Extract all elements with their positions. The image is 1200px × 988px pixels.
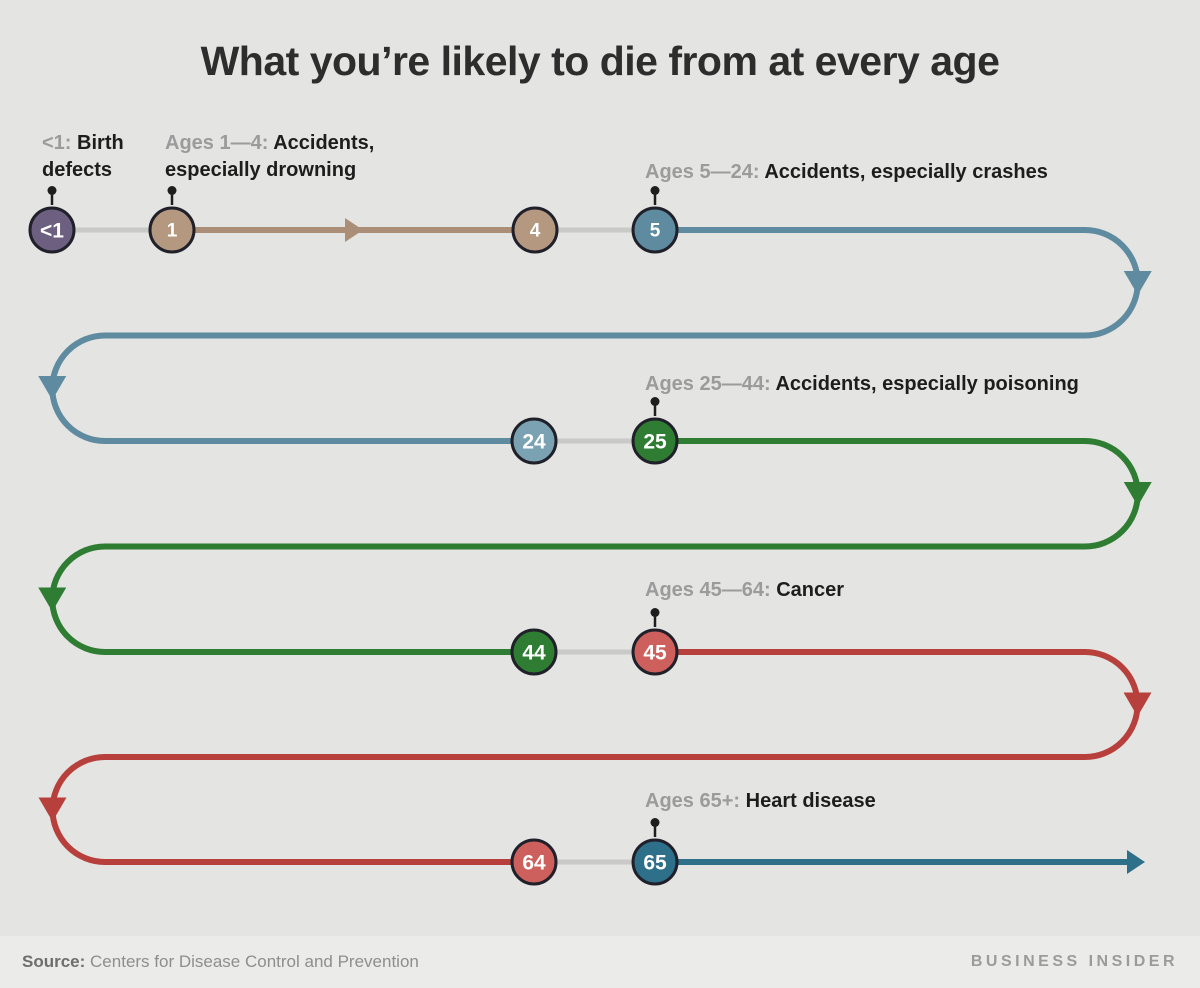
arrow-down-poisoning-right (1123, 482, 1152, 506)
arrow-down-poisoning-left (38, 587, 67, 612)
cause-text: Accidents, especially drowning (165, 132, 375, 181)
age-range-text: Ages 25—44: (645, 373, 771, 395)
brand-logo: BUSINESS INSIDER (970, 953, 1178, 970)
node-label-1: 1 (167, 221, 178, 242)
node-label-24: 24 (522, 431, 546, 454)
arrow-down-cancer-left (38, 797, 67, 822)
arrow-down-crashes-right (1123, 271, 1152, 295)
node-label-5: 5 (650, 221, 661, 242)
node-24 (510, 417, 558, 465)
node-label-4: 4 (530, 221, 541, 242)
age-label-heart-disease: Ages 65+: Heart disease (645, 788, 876, 815)
age-label-birth-defects: <1: Birth defects (42, 130, 164, 184)
node-label-25: 25 (643, 431, 667, 454)
age-range-text: Ages 45—64: (645, 579, 771, 601)
age-label-cancer: Ages 45—64: Cancer (645, 577, 844, 604)
pin-dot-65 (650, 818, 660, 827)
cause-text: Accidents, especially crashes (764, 161, 1048, 183)
pin-dot-25 (650, 397, 660, 406)
source-credit: Source: Centers for Disease Control and … (22, 952, 419, 972)
node-label-lt-1: <1 (40, 220, 64, 243)
node-65 (631, 838, 679, 886)
cause-text: Accidents, especially poisoning (775, 373, 1079, 395)
arrow-right-heart-disease-end (1127, 850, 1145, 874)
node-label-65: 65 (643, 852, 667, 875)
node-1 (148, 206, 196, 254)
node-64 (510, 838, 558, 886)
age-label-accidents-poisoning: Ages 25—44: Accidents, especially poison… (645, 371, 1079, 398)
age-label-accidents-drowning: Ages 1—4: Accidents, especially drowning (165, 130, 450, 184)
node-45 (631, 628, 679, 676)
page-title: What you’re likely to die from at every … (200, 38, 1000, 84)
age-range-text: Ages 5—24: (645, 161, 760, 183)
pin-dot-lt-1 (47, 186, 57, 195)
source-text: Centers for Disease Control and Preventi… (90, 952, 419, 971)
pin-dot-1 (167, 186, 177, 195)
node-4 (511, 206, 559, 254)
node-label-64: 64 (522, 852, 546, 875)
arrow-down-cancer-right (1123, 692, 1152, 717)
cause-text: Heart disease (745, 790, 876, 812)
arrow-down-crashes-left (38, 376, 67, 400)
cause-text: Birth defects (42, 132, 124, 181)
age-range-text: Ages 1—4: (165, 132, 269, 154)
age-label-accidents-crashes: Ages 5—24: Accidents, especially crashes (645, 159, 1048, 186)
lane-accidents-crashes (49, 227, 1141, 444)
pin-dot-5 (650, 186, 660, 195)
node-label-44: 44 (522, 642, 546, 665)
node-44 (510, 628, 558, 676)
source-label: Source: (22, 952, 86, 971)
node-lt-1 (28, 206, 76, 254)
node-label-45: 45 (643, 642, 667, 665)
arrow-right-drowning (345, 218, 363, 242)
node-25 (631, 417, 679, 465)
footer: Source: Centers for Disease Control and … (0, 936, 1200, 988)
age-range-text: Ages 65+: (645, 790, 741, 812)
lane-cancer (49, 649, 1141, 865)
age-range-text: <1: (42, 132, 72, 154)
pin-dot-45 (650, 608, 660, 617)
node-5 (631, 206, 679, 254)
cause-text: Cancer (776, 579, 844, 601)
lane-accidents-poisoning (49, 438, 1141, 655)
